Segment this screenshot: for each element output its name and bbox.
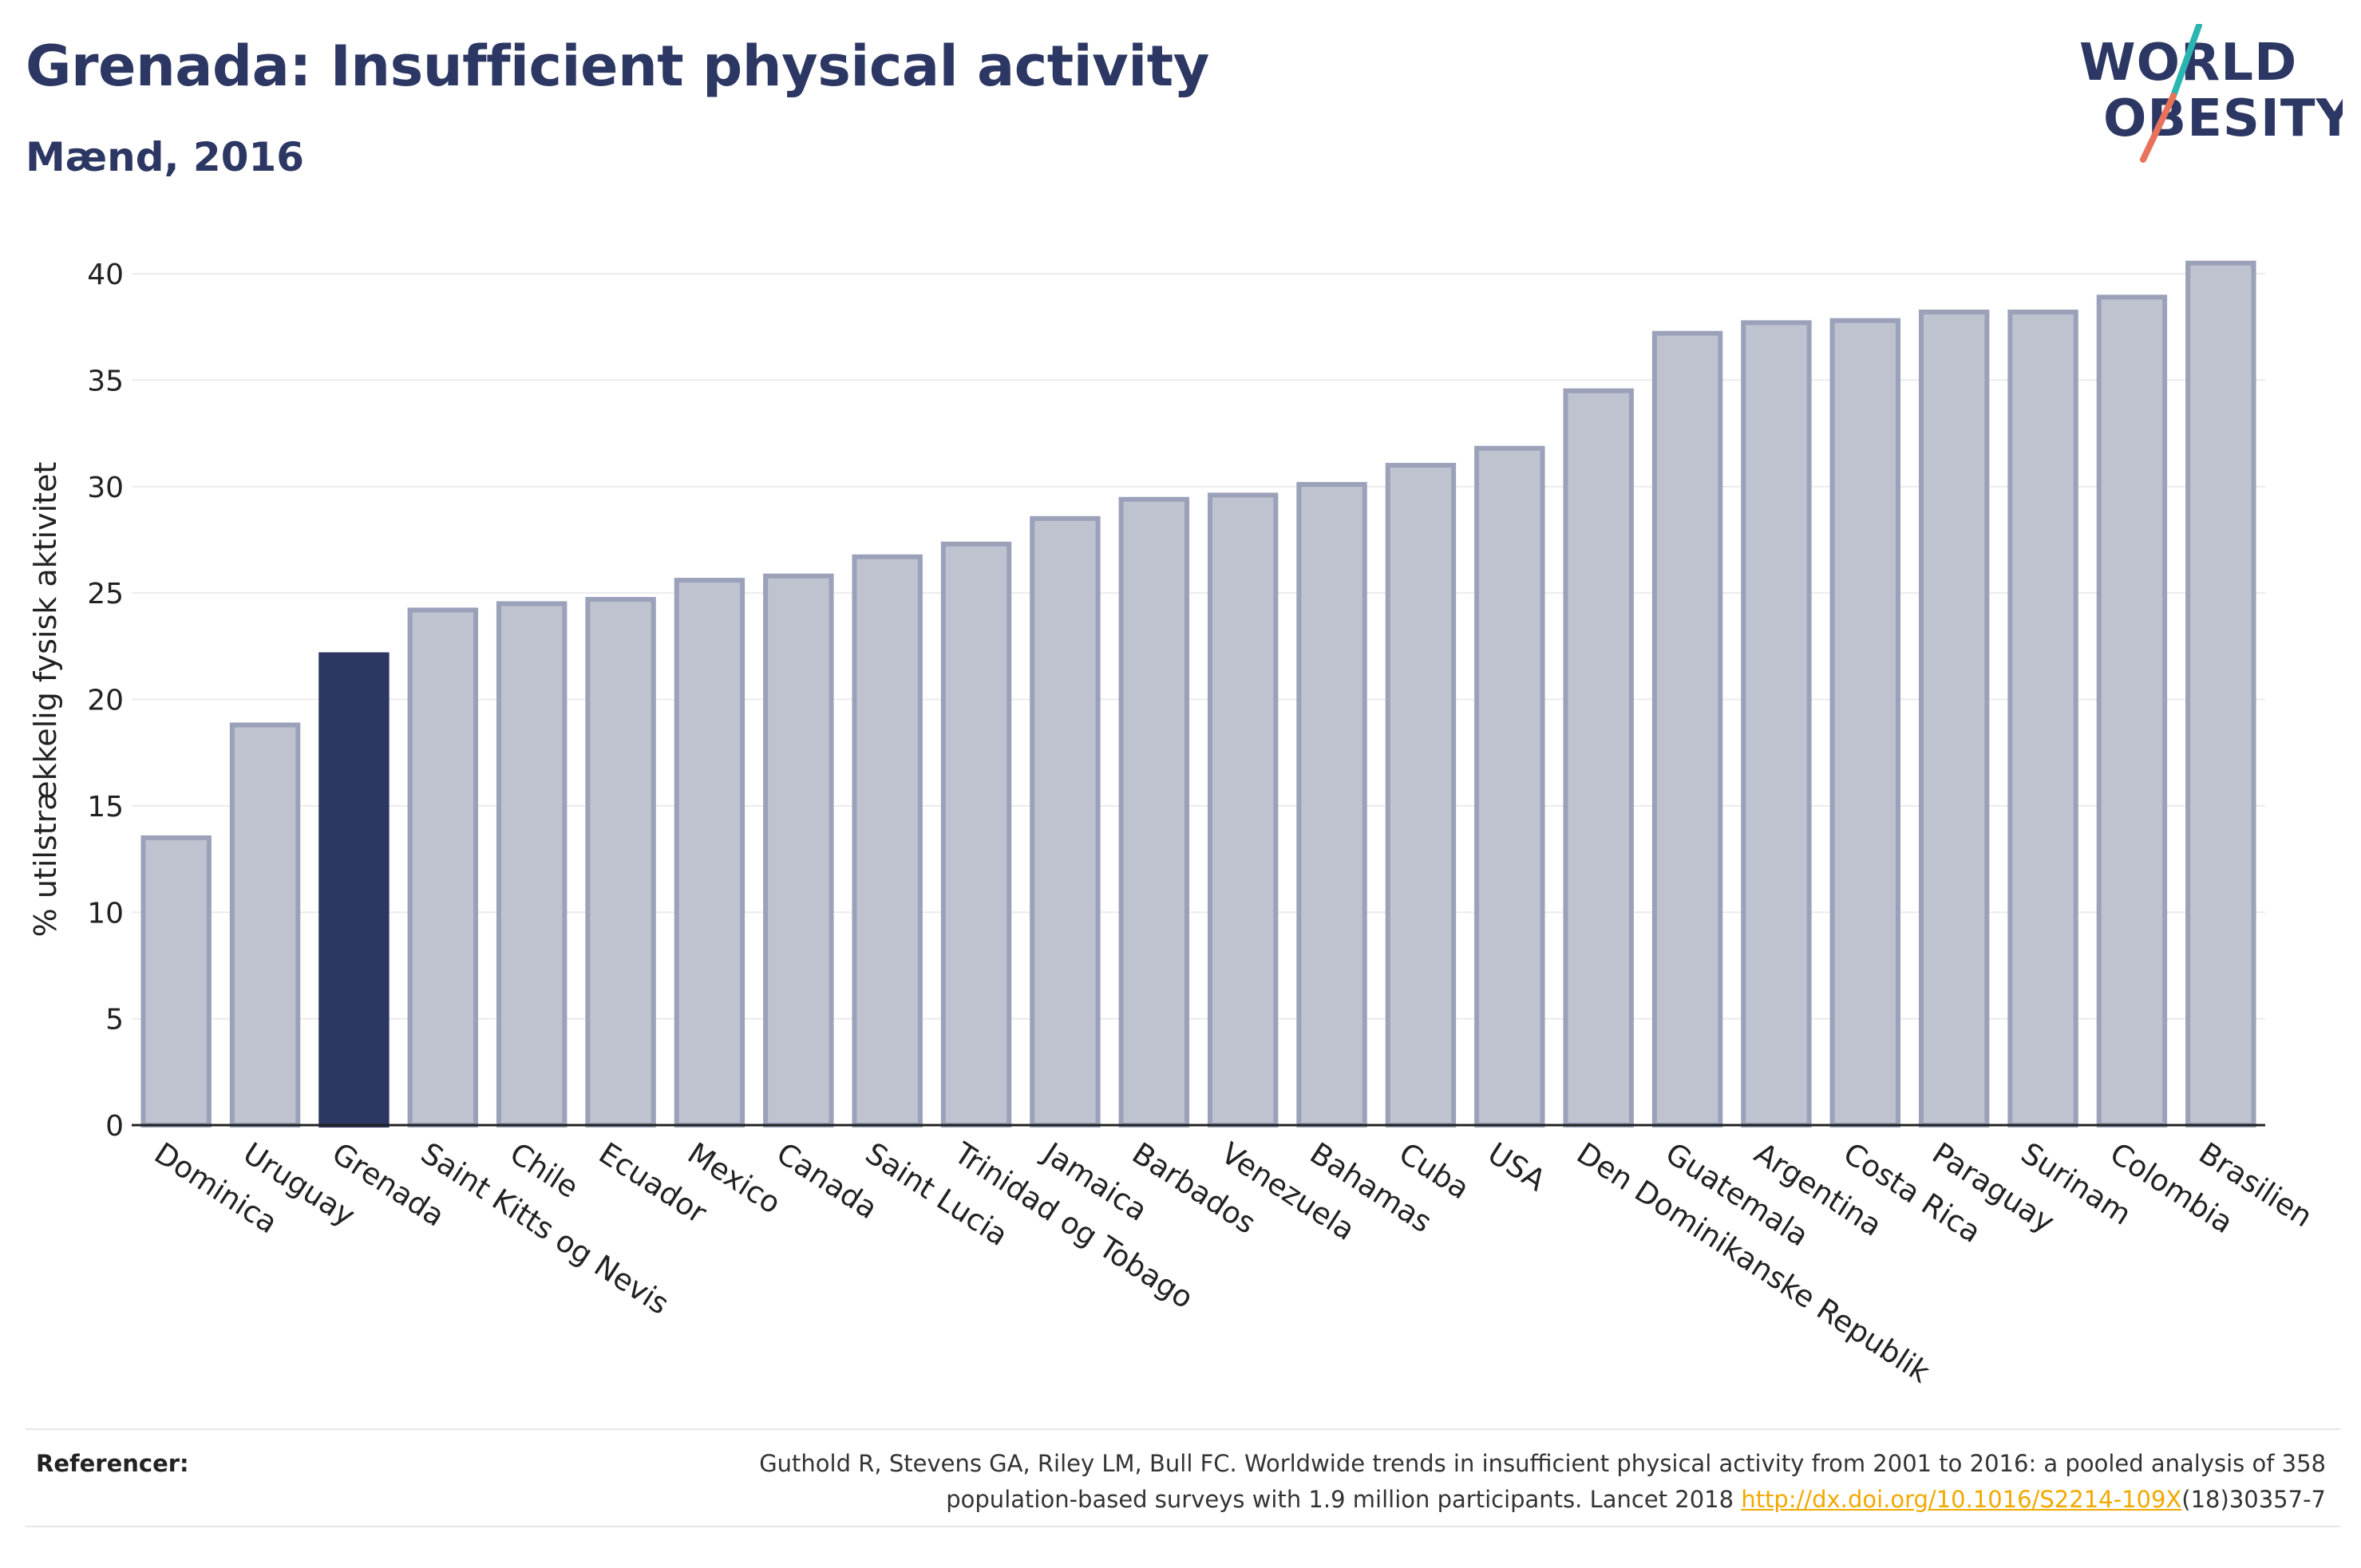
- bar-colombia: [2096, 294, 2168, 1128]
- y-tick-label: 35: [87, 365, 124, 397]
- y-tick-label: 20: [87, 685, 124, 717]
- y-tick-label: 30: [87, 472, 124, 504]
- bar-surinam: [2007, 310, 2078, 1128]
- bar-brasilien: [2185, 260, 2256, 1128]
- references-line2-prefix: population-based surveys with 1.9 millio…: [946, 1486, 1742, 1513]
- bar-usa: [1474, 445, 1545, 1128]
- bar-saint-lucia: [852, 554, 923, 1128]
- y-axis-label: % utilstrækkelig fysisk aktivitet: [28, 462, 63, 938]
- y-tick-label: 40: [87, 259, 124, 291]
- bar-mexico: [674, 578, 745, 1128]
- references-line1: Guthold R, Stevens GA, Riley LM, Bull FC…: [759, 1450, 2326, 1477]
- bar-chart: 0 5 10 15 20 25 30 35 40 DominicaUruguayGrenadaS…: [28, 259, 2319, 1390]
- references-line2-suffix: (18)30357-7: [2181, 1486, 2326, 1513]
- bar-jamaica: [1030, 515, 1101, 1128]
- bar-ecuador: [585, 597, 656, 1128]
- bar-dominica: [140, 835, 212, 1128]
- x-tick-label: USA: [1481, 1136, 1552, 1198]
- logo-slash-teal: [2170, 24, 2202, 99]
- x-tick-label: Canada: [770, 1136, 884, 1226]
- y-tick-label: 5: [105, 1004, 124, 1037]
- bar-saint-kitts-og-nevis: [407, 607, 479, 1128]
- world-obesity-logo: WORLD OBESITY: [2079, 24, 2343, 163]
- bar-costa-rica: [1829, 318, 1901, 1128]
- bar-venezuela: [1207, 492, 1279, 1128]
- bar-den-dominikanske-republik: [1563, 388, 1634, 1128]
- y-tick-label: 10: [87, 897, 124, 930]
- bar-trinidad-og-tobago: [940, 541, 1012, 1128]
- y-axis-ticks: 0 5 10 15 20 25 30 35 40: [87, 259, 124, 1143]
- bar-cuba: [1385, 463, 1457, 1128]
- y-tick-label: 15: [87, 791, 124, 823]
- chart-title: Grenada: Insufficient physical activity: [26, 34, 1209, 99]
- bar-guatemala: [1651, 330, 1723, 1128]
- bar-bahamas: [1296, 482, 1367, 1128]
- bar-uruguay: [229, 722, 301, 1128]
- logo-slash-coral: [2140, 93, 2177, 163]
- bar-paraguay: [1918, 310, 1990, 1128]
- bar-argentina: [1741, 320, 1812, 1128]
- references-doi-link[interactable]: http://dx.doi.org/10.1016/S2214-109X: [1741, 1486, 2182, 1513]
- references-label: Referencer:: [36, 1450, 189, 1477]
- bar-chile: [496, 601, 568, 1128]
- bar-barbados: [1118, 496, 1190, 1128]
- bar-canada: [763, 573, 834, 1128]
- references-bottom-rule: [26, 1526, 2340, 1527]
- chart-subtitle: Mænd, 2016: [26, 134, 305, 180]
- y-tick-label: 0: [105, 1110, 124, 1143]
- y-tick-label: 25: [87, 578, 124, 610]
- bar-grenada: [318, 652, 390, 1128]
- grid-lines: [132, 273, 2265, 1020]
- references-top-rule: [26, 1428, 2340, 1430]
- bars: [140, 260, 2256, 1128]
- references-text: Guthold R, Stevens GA, Riley LM, Bull FC…: [490, 1446, 2326, 1518]
- logo-line2: OBESITY: [2103, 89, 2343, 148]
